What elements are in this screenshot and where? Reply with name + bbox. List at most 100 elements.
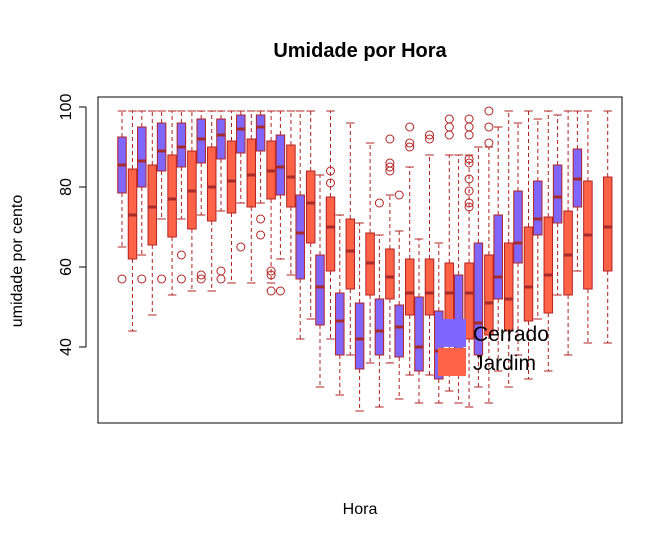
box-iqr — [275, 134, 286, 196]
outlier-point — [394, 190, 404, 200]
box-iqr — [385, 248, 395, 300]
box-cerrado — [196, 110, 206, 284]
box-jardim — [206, 110, 217, 292]
box-iqr — [493, 214, 503, 300]
y-axis-label: umidade por cento — [9, 195, 26, 328]
box-jardim — [385, 134, 395, 364]
box-jardim — [246, 110, 257, 284]
box-jardim — [543, 110, 554, 372]
outlier-point — [464, 154, 474, 164]
outlier-point — [464, 114, 474, 124]
y-tick-label: 40 — [58, 338, 75, 356]
box-cerrado — [137, 110, 147, 284]
outlier-point — [385, 134, 395, 144]
box-cerrado — [176, 110, 187, 284]
box-iqr — [484, 254, 494, 336]
box-iqr — [255, 114, 266, 152]
outlier-point — [444, 114, 454, 124]
box-iqr — [345, 218, 356, 290]
box-iqr — [424, 258, 435, 316]
outlier-point — [405, 138, 415, 148]
outlier-point — [464, 202, 474, 212]
box-jardim — [167, 110, 177, 296]
outlier-point — [275, 286, 285, 296]
outlier-point — [385, 166, 395, 176]
box-cerrado — [354, 222, 365, 412]
outlier-point — [196, 270, 206, 280]
box-iqr — [354, 302, 365, 370]
outlier-point — [425, 134, 434, 144]
box-iqr — [543, 216, 554, 314]
box-iqr — [246, 138, 257, 208]
box-jardim — [325, 110, 336, 340]
outlier-point — [484, 138, 494, 148]
outlier-point — [464, 130, 474, 140]
box-cerrado — [552, 114, 563, 296]
box-jardim — [266, 110, 276, 296]
box-iqr — [137, 126, 147, 188]
box-cerrado — [236, 110, 246, 252]
box-iqr — [374, 298, 385, 356]
legend-label-cerrado: Cerrado — [473, 323, 549, 346]
box-iqr — [523, 226, 534, 322]
box-iqr — [602, 176, 613, 272]
box-cerrado — [533, 118, 543, 320]
y-tick-label: 60 — [58, 258, 75, 276]
outlier-point — [266, 266, 276, 276]
outlier-point — [405, 142, 415, 152]
box-jardim — [602, 110, 613, 344]
legend-swatch-cerrado — [438, 319, 466, 347]
box-iqr — [305, 170, 316, 244]
box-cerrado — [374, 198, 385, 408]
box-cerrado — [275, 110, 286, 296]
legend-label-jardim: Jardim — [473, 352, 536, 375]
box-jardim — [563, 110, 573, 356]
box-cerrado — [513, 122, 523, 356]
box-jardim — [523, 110, 534, 380]
box-cerrado — [156, 110, 167, 284]
box-jardim — [286, 110, 296, 276]
plot-area — [117, 106, 613, 412]
outlier-point — [444, 130, 454, 140]
outlier-point — [157, 274, 167, 284]
outlier-point — [374, 198, 384, 208]
box-jardim — [345, 122, 356, 356]
box-iqr — [236, 114, 246, 154]
legend: Cerrado Jardim — [438, 319, 549, 376]
box-cerrado — [414, 238, 424, 404]
box-iqr — [394, 304, 404, 358]
box-jardim — [464, 114, 474, 408]
outlier-point — [484, 106, 494, 116]
box-iqr — [167, 154, 177, 238]
outlier-point — [216, 266, 226, 276]
box-cerrado — [394, 190, 404, 400]
outlier-point — [326, 166, 335, 176]
x-axis-label: Hora — [343, 501, 378, 518]
box-jardim — [583, 110, 593, 344]
outlier-point — [464, 186, 474, 196]
outlier-point — [256, 230, 266, 240]
box-jardim — [404, 122, 415, 376]
box-jardim — [305, 110, 316, 320]
box-cerrado — [473, 146, 484, 388]
outlier-point — [464, 122, 474, 132]
box-cerrado — [335, 214, 345, 396]
legend-swatch-jardim — [438, 348, 466, 376]
box-iqr — [552, 164, 563, 224]
box-iqr — [503, 242, 514, 332]
box-iqr — [147, 164, 158, 246]
box-iqr — [513, 190, 523, 264]
outlier-point — [176, 274, 186, 284]
outlier-point — [256, 214, 266, 224]
box-iqr — [414, 296, 424, 372]
box-iqr — [295, 194, 305, 280]
box-jardim — [503, 110, 514, 388]
outlier-point — [266, 286, 276, 296]
box-iqr — [335, 292, 345, 356]
outlier-point — [216, 274, 226, 284]
box-cerrado — [255, 110, 266, 240]
outlier-point — [425, 130, 434, 140]
outlier-point — [464, 158, 474, 168]
outlier-point — [196, 274, 206, 284]
